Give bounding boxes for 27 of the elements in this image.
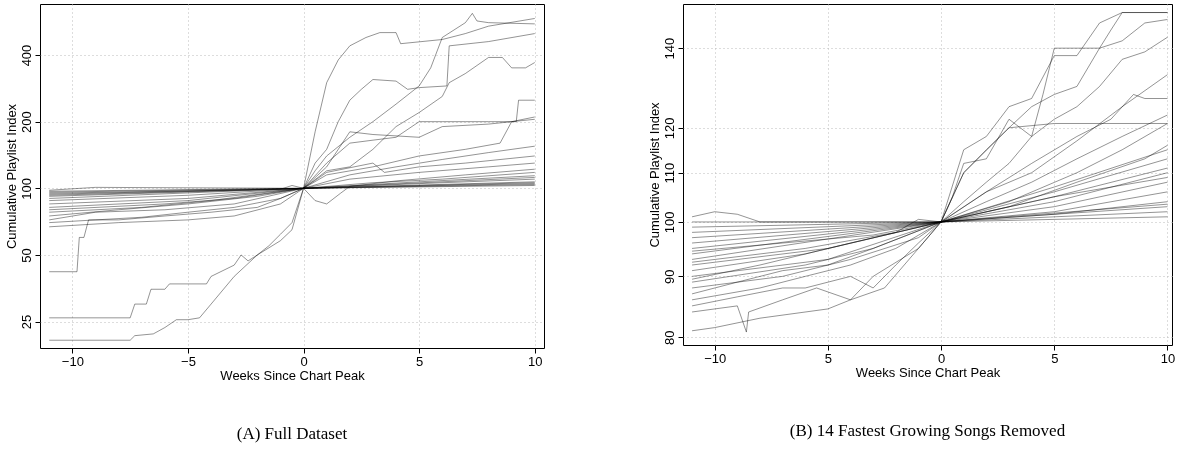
y-tick-label: 120 (661, 117, 677, 140)
x-tick-label: 5 (1051, 350, 1059, 366)
y-tick-label: 200 (18, 111, 34, 134)
y-tick-label: 100 (18, 177, 34, 200)
y-tick-label: 80 (661, 330, 677, 345)
y-axis-title: Cumulative Playlist Index (646, 101, 662, 248)
x-tick-label: −10 (704, 350, 727, 366)
x-axis-title: Weeks Since Chart Peak (220, 367, 366, 383)
x-tick-label: 10 (528, 353, 543, 369)
y-tick-label: 100 (661, 211, 677, 234)
y-axis-title: Cumulative Playlist Index (3, 103, 19, 250)
y-tick-label: 90 (661, 269, 677, 285)
y-tick-label: 140 (661, 37, 677, 60)
y-tick-label: 25 (18, 314, 34, 330)
text: (B) 14 Fastest Growing Songs Removed (789, 421, 1066, 440)
x-tick-label: 10 (1160, 350, 1176, 366)
x-tick-label: 0 (300, 353, 308, 369)
text: (A) Full Dataset (236, 424, 348, 443)
x-tick-label: 5 (416, 353, 424, 369)
x-tick-label: −10 (61, 353, 84, 369)
x-tick-label: 0 (937, 350, 946, 366)
y-tick-label: 50 (18, 248, 34, 263)
y-tick-label: 400 (18, 44, 34, 67)
x-tick-label: 5 (824, 350, 833, 366)
x-axis-title: Weeks Since Chart Peak (855, 364, 1001, 380)
y-tick-label: 110 (661, 162, 677, 184)
x-tick-label: −5 (181, 353, 196, 369)
